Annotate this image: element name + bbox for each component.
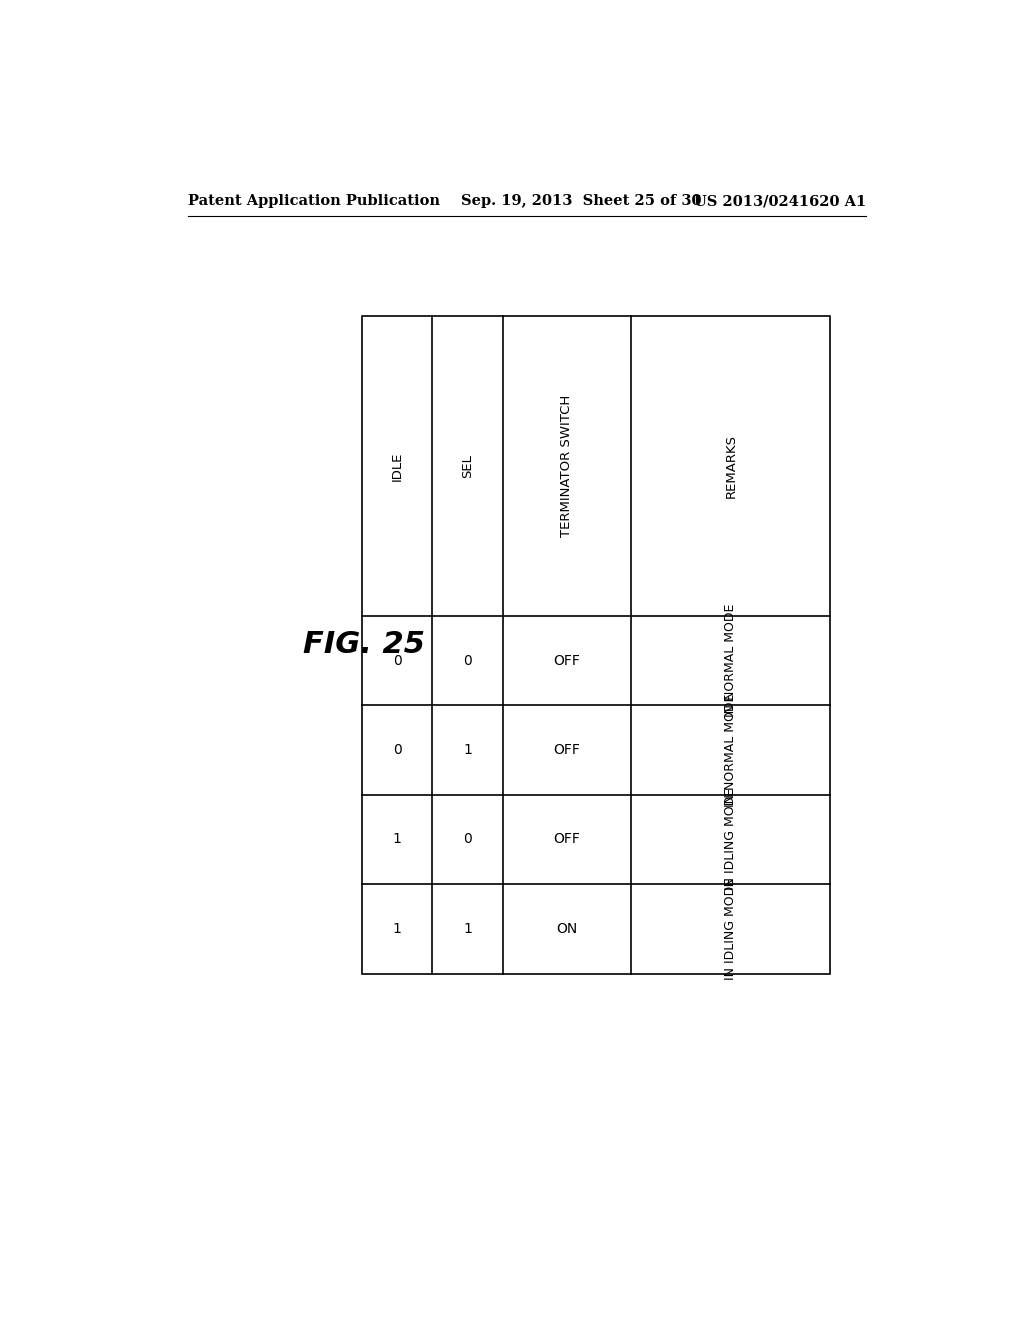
Text: IN NORMAL MODE: IN NORMAL MODE — [724, 693, 737, 807]
Text: 1: 1 — [393, 833, 401, 846]
Text: TERMINATOR SWITCH: TERMINATOR SWITCH — [560, 395, 573, 537]
Text: Sep. 19, 2013  Sheet 25 of 30: Sep. 19, 2013 Sheet 25 of 30 — [461, 194, 701, 209]
Text: OFF: OFF — [554, 743, 581, 756]
Text: SEL: SEL — [461, 454, 474, 478]
Bar — [362, 315, 830, 974]
Text: REMARKS: REMARKS — [724, 434, 737, 498]
Text: Patent Application Publication: Patent Application Publication — [187, 194, 439, 209]
Text: 0: 0 — [463, 653, 472, 668]
Text: US 2013/0241620 A1: US 2013/0241620 A1 — [694, 194, 866, 209]
Text: 1: 1 — [393, 921, 401, 936]
Text: 0: 0 — [393, 743, 401, 756]
Text: ON: ON — [556, 921, 578, 936]
Text: 0: 0 — [463, 833, 472, 846]
Text: IDLE: IDLE — [391, 451, 403, 480]
Text: FIG. 25: FIG. 25 — [303, 630, 425, 659]
Text: 1: 1 — [463, 743, 472, 756]
Text: OFF: OFF — [554, 653, 581, 668]
Text: OFF: OFF — [554, 833, 581, 846]
Text: 0: 0 — [393, 653, 401, 668]
Text: 1: 1 — [463, 921, 472, 936]
Text: IN IDLING MODE: IN IDLING MODE — [724, 788, 737, 891]
Text: IN NORMAL MODE: IN NORMAL MODE — [724, 603, 737, 717]
Text: IN IDLING MODE: IN IDLING MODE — [724, 878, 737, 979]
